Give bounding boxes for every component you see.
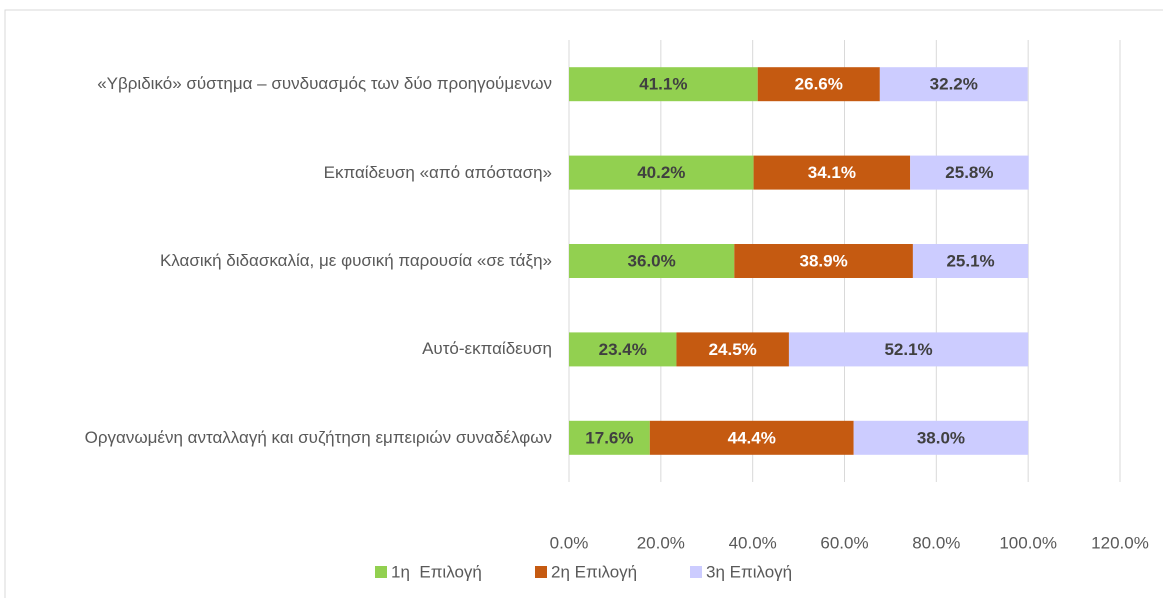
- x-tick-label: 120.0%: [1091, 533, 1149, 552]
- y-tick-label: Κλασική διδασκαλία, με φυσική παρουσία «…: [159, 251, 552, 270]
- data-label: 32.2%: [930, 75, 978, 94]
- bar-segment: [853, 420, 1029, 455]
- data-label: 38.9%: [800, 251, 848, 270]
- data-label: 40.2%: [637, 163, 685, 182]
- data-label: 17.6%: [585, 428, 633, 447]
- category-label-box: Οργανωμένη ανταλλαγή και συζήτηση εμπειρ…: [22, 408, 552, 468]
- data-label: 26.6%: [795, 75, 843, 94]
- data-label: 44.4%: [728, 428, 776, 447]
- bar-segment: [569, 332, 677, 367]
- bar-segment: [676, 332, 789, 367]
- legend-swatch: [535, 566, 547, 578]
- data-label: 25.8%: [945, 163, 993, 182]
- data-label: 38.0%: [917, 428, 965, 447]
- bar-segment: [788, 332, 1029, 367]
- bar-segment: [649, 420, 854, 455]
- chart-border: [4, 9, 1163, 598]
- bar-segment: [734, 244, 913, 278]
- category-label-box: Κλασική διδασκαλία, με φυσική παρουσία «…: [22, 231, 552, 291]
- x-tick-label: 40.0%: [729, 533, 777, 552]
- bar-segment: [569, 67, 758, 102]
- legend-label: 1η Επιλογή: [391, 562, 482, 581]
- data-label: 23.4%: [599, 340, 647, 359]
- category-label-box: Αυτό-εκπαίδευση: [22, 319, 552, 379]
- x-tick-label: 100.0%: [999, 533, 1057, 552]
- data-label: 34.1%: [808, 163, 856, 182]
- y-tick-label: Εκπαίδευση «από απόσταση»: [323, 162, 552, 182]
- x-tick-label: 60.0%: [820, 533, 868, 552]
- x-tick-label: 80.0%: [912, 533, 960, 552]
- bar-segment: [912, 244, 1029, 278]
- bar-segment: [753, 155, 911, 190]
- category-label-box: «Υβριδικό» σύστημα – συνδυασμός των δύο …: [22, 54, 552, 114]
- legend-label: 2η Επιλογή: [551, 562, 637, 581]
- bar-segment: [569, 244, 735, 278]
- legend-label: 3η Επιλογή: [706, 562, 792, 581]
- legend-swatch: [690, 566, 702, 578]
- data-label: 52.1%: [884, 340, 932, 359]
- bar-segment: [910, 155, 1029, 190]
- bar-segment: [757, 67, 880, 102]
- y-tick-label: Οργανωμένη ανταλλαγή και συζήτηση εμπειρ…: [84, 427, 552, 447]
- bar-segment: [569, 420, 650, 455]
- data-label: 41.1%: [639, 75, 687, 94]
- x-tick-label: 0.0%: [550, 533, 589, 552]
- data-label: 36.0%: [628, 251, 676, 270]
- y-tick-label: «Υβριδικό» σύστημα – συνδυασμός των δύο …: [97, 74, 552, 94]
- bar-segment: [879, 67, 1028, 102]
- bar-segment: [569, 155, 754, 190]
- data-label: 25.1%: [946, 251, 994, 270]
- category-label-box: Εκπαίδευση «από απόσταση»: [22, 143, 552, 203]
- data-label: 24.5%: [709, 340, 757, 359]
- y-tick-label: Αυτό-εκπαίδευση: [422, 339, 552, 359]
- x-tick-label: 20.0%: [637, 533, 685, 552]
- legend-swatch: [375, 566, 387, 578]
